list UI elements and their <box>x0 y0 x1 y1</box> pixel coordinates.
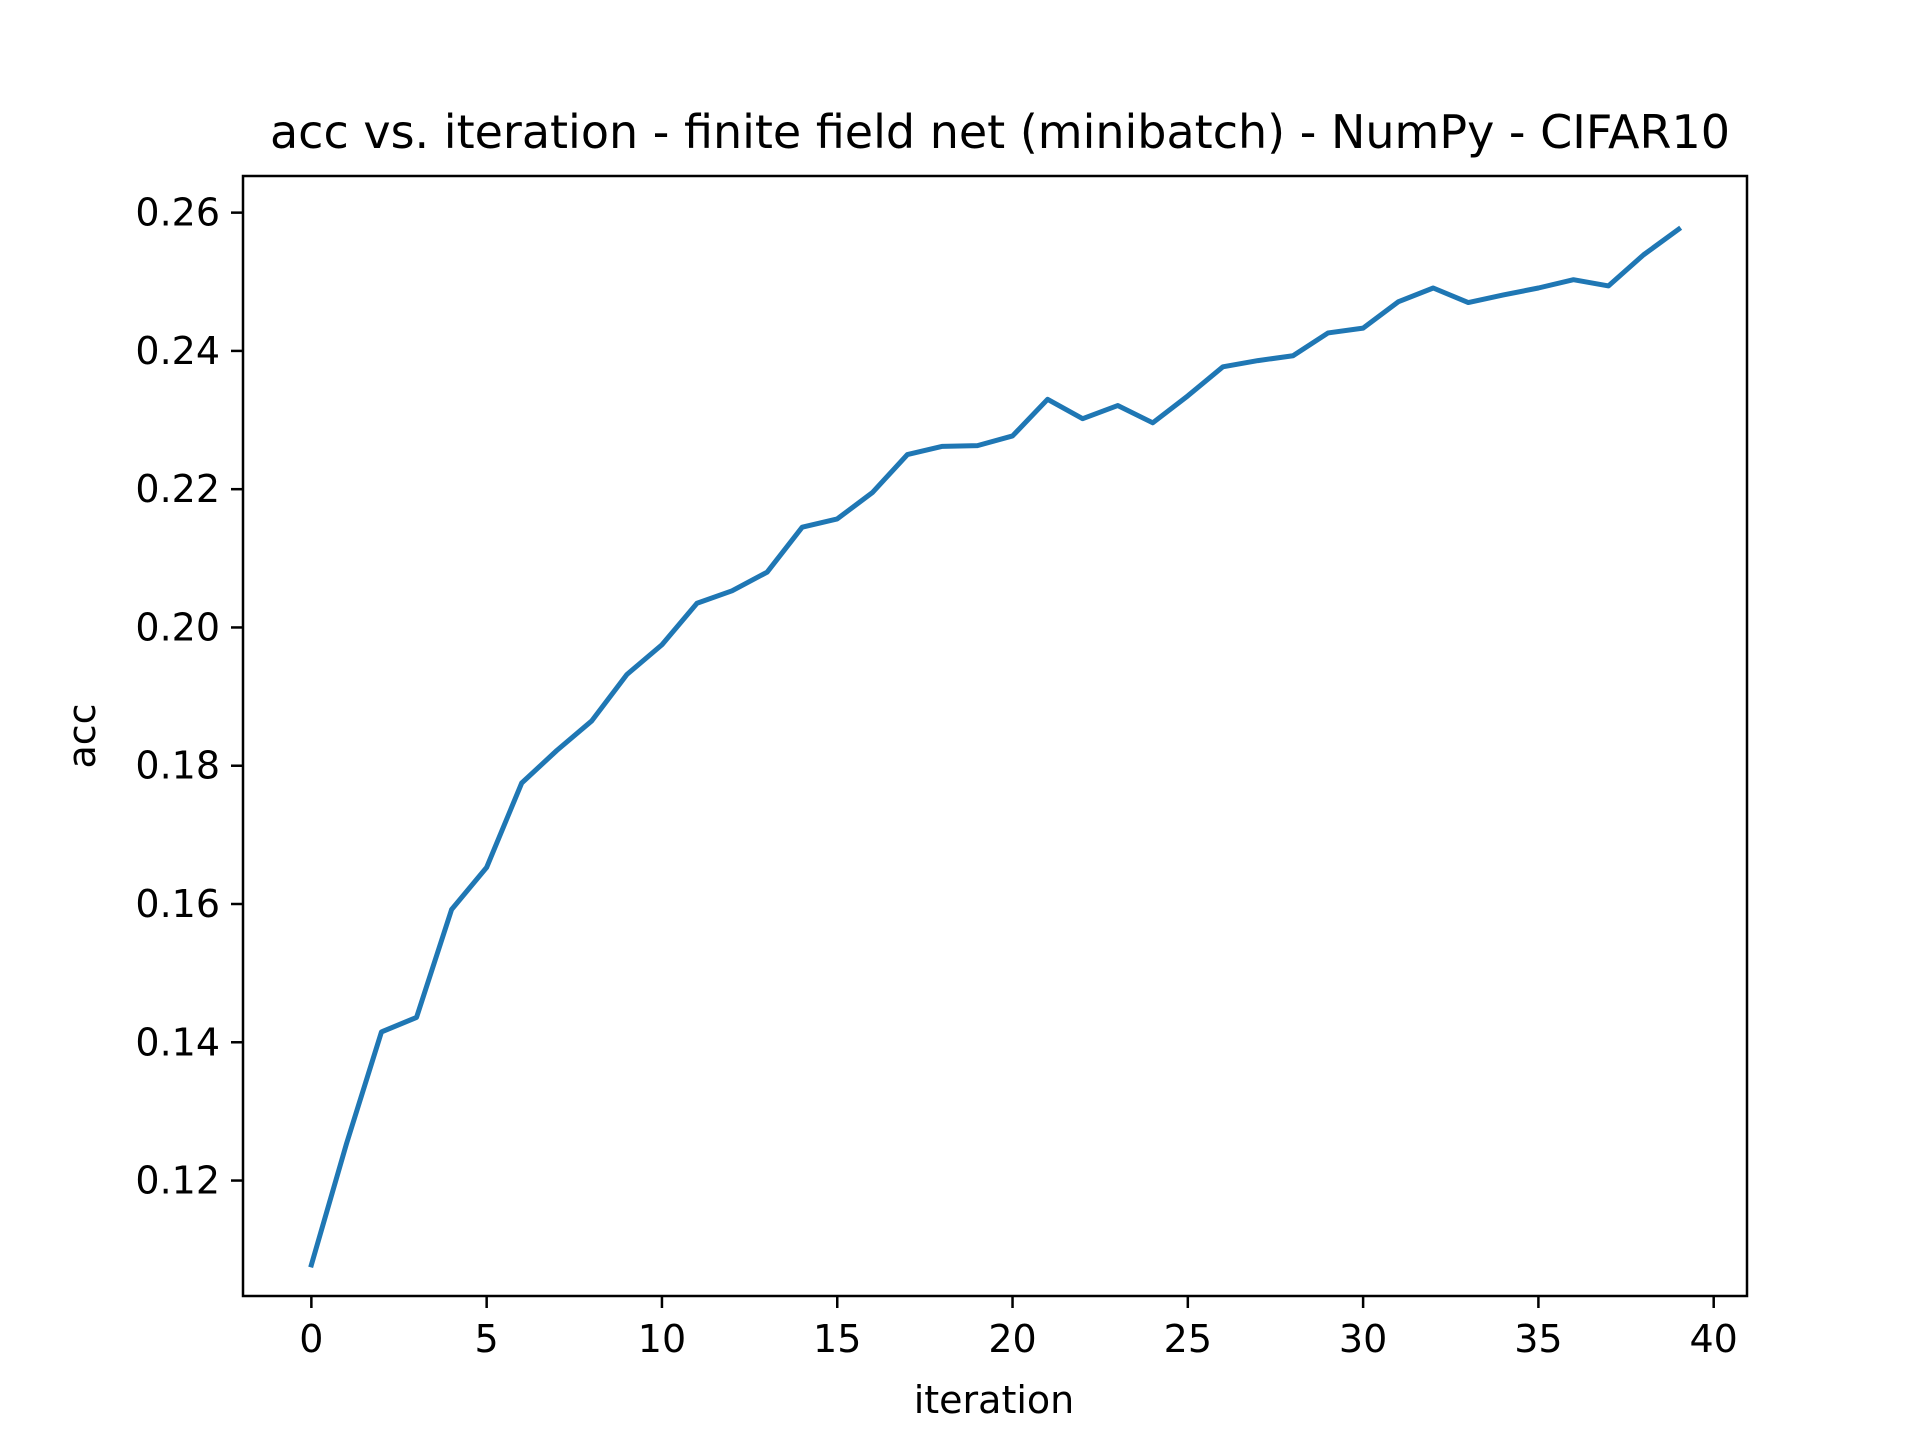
y-axis-label: acc <box>60 703 104 768</box>
x-tick-label: 15 <box>813 1317 861 1361</box>
y-tick-label: 0.20 <box>135 605 220 649</box>
y-tick-label: 0.26 <box>135 191 220 235</box>
y-axis-ticks: 0.12 0.14 0.16 0.18 0.20 0.22 0.24 0.26 <box>135 191 243 1203</box>
y-tick-label: 0.18 <box>135 744 220 788</box>
x-tick-label: 10 <box>638 1317 686 1361</box>
chart-title: acc vs. iteration - finite field net (mi… <box>270 105 1730 159</box>
y-tick-label: 0.22 <box>135 467 220 511</box>
x-axis-ticks: 0 5 10 15 20 25 30 35 40 <box>299 1296 1738 1361</box>
x-tick-label: 20 <box>988 1317 1036 1361</box>
x-axis-label: iteration <box>914 1378 1075 1422</box>
x-tick-label: 30 <box>1339 1317 1387 1361</box>
x-tick-label: 5 <box>475 1317 499 1361</box>
x-tick-label: 40 <box>1690 1317 1738 1361</box>
y-tick-label: 0.12 <box>135 1159 220 1203</box>
y-tick-label: 0.24 <box>135 329 220 373</box>
plot-frame <box>241 174 1749 1298</box>
y-tick-label: 0.14 <box>135 1020 220 1064</box>
x-tick-label: 0 <box>299 1317 323 1361</box>
y-tick-label: 0.16 <box>135 882 220 926</box>
x-tick-label: 35 <box>1514 1317 1562 1361</box>
series-line-acc <box>308 225 1683 1268</box>
x-tick-label: 25 <box>1164 1317 1212 1361</box>
